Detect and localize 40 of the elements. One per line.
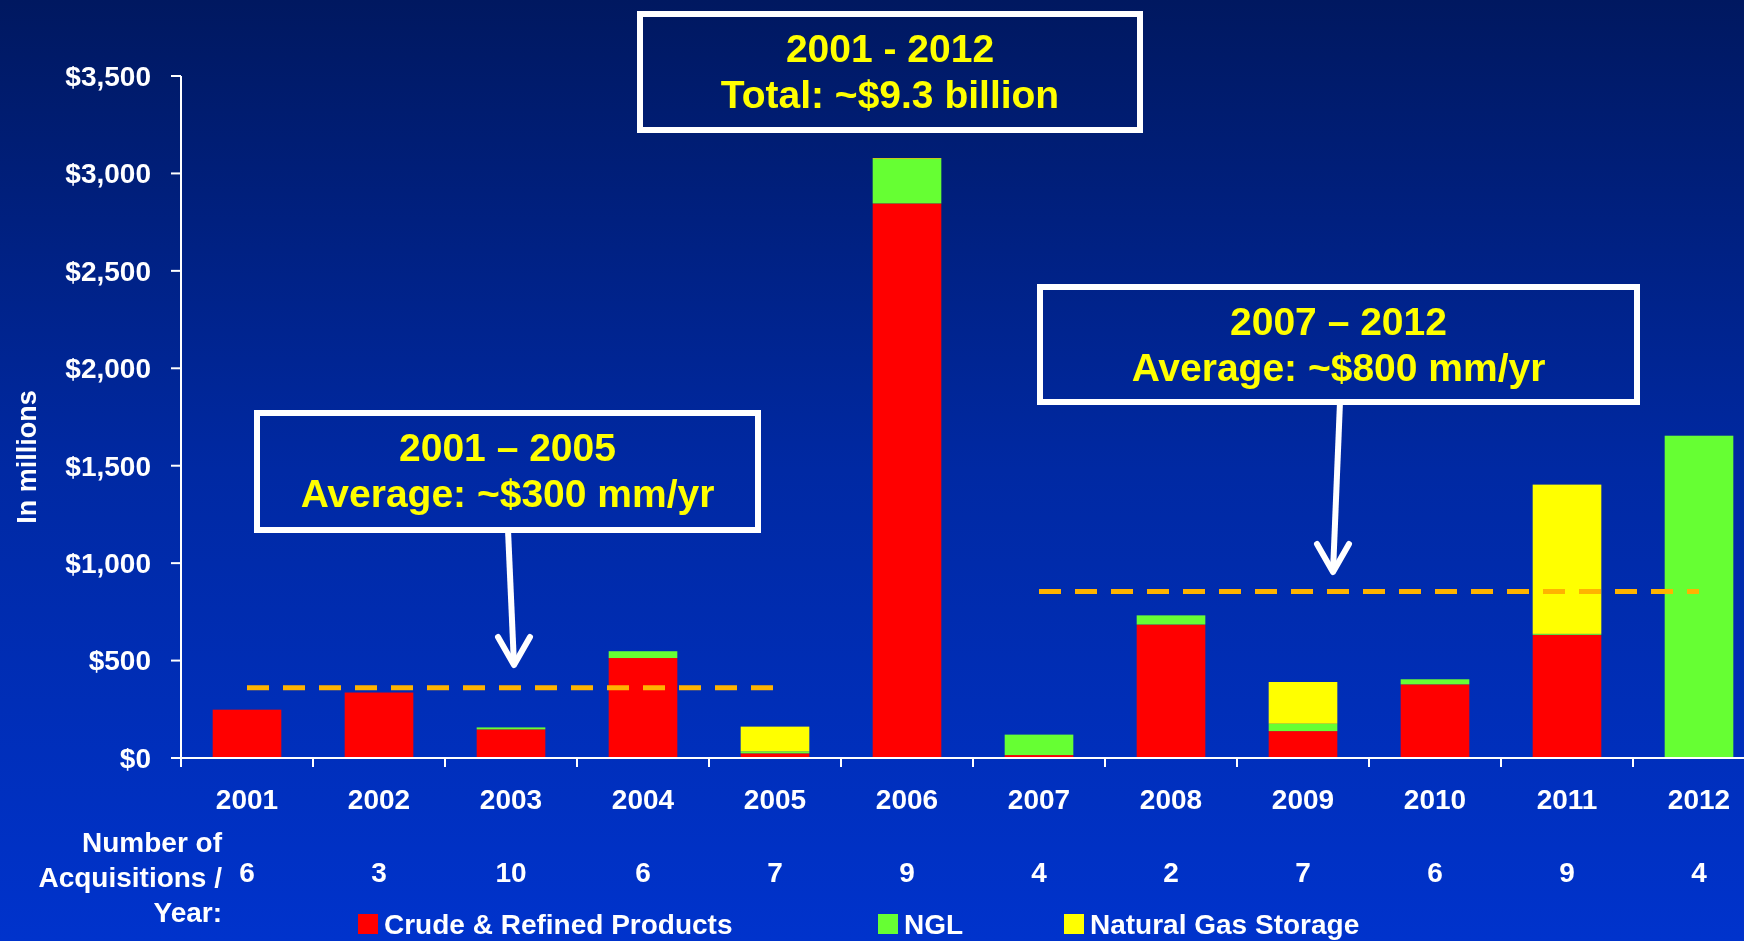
text: 6: [239, 856, 255, 888]
legend-label: Crude & Refined Products: [384, 908, 733, 940]
text: 7: [767, 856, 783, 888]
x-tick-label: 2003: [479, 783, 543, 815]
x-tick-label: 2004: [611, 783, 675, 815]
x-tick-label: 2005: [743, 783, 807, 815]
x-tick-label: 2009: [1271, 783, 1335, 815]
y-tick-label: $1,000: [65, 547, 151, 579]
annotation: 2001 - 2012 Total: ~$9.3 billion: [720, 26, 1060, 116]
text: 9: [899, 856, 915, 888]
text: 4: [1031, 856, 1048, 888]
annotation: 2001 – 2005 Average: ~$300 mm/yr: [300, 425, 715, 515]
text: 7: [1295, 856, 1311, 888]
x-tick-label: 2007: [1007, 783, 1071, 815]
text: 10: [495, 856, 527, 888]
y-tick-label: $500: [88, 645, 151, 677]
text: 6: [635, 856, 651, 888]
y-tick-label: $1,500: [65, 450, 151, 482]
x-tick-label: 2008: [1139, 783, 1203, 815]
x-tick-label: 2001: [215, 783, 279, 815]
x-tick-label: 2002: [347, 783, 411, 815]
text: 2: [1163, 856, 1179, 888]
y-tick-label: $2,000: [65, 353, 151, 385]
y-tick-label: $3,500: [65, 60, 151, 92]
legend-label: Natural Gas Storage: [1090, 908, 1360, 940]
x-tick-label: 2012: [1667, 783, 1731, 815]
annotation: 2007 – 2012 Average: ~$800 mm/yr: [1131, 299, 1546, 389]
x-tick-label: 2011: [1536, 783, 1598, 815]
y-tick-label: $0: [119, 742, 151, 774]
legend-label: NGL: [904, 908, 964, 940]
text: Number of Acquisitions / Year:: [38, 826, 223, 928]
y-tick-label: $2,500: [65, 255, 151, 287]
x-tick-label: 2006: [875, 783, 939, 815]
text: 6: [1427, 856, 1443, 888]
y-tick-label: $3,000: [65, 158, 151, 190]
text: 3: [371, 856, 387, 888]
text: 9: [1559, 856, 1575, 888]
x-tick-label: 2010: [1403, 783, 1467, 815]
y-axis-title: In millions: [12, 390, 42, 524]
text: 4: [1691, 856, 1708, 888]
